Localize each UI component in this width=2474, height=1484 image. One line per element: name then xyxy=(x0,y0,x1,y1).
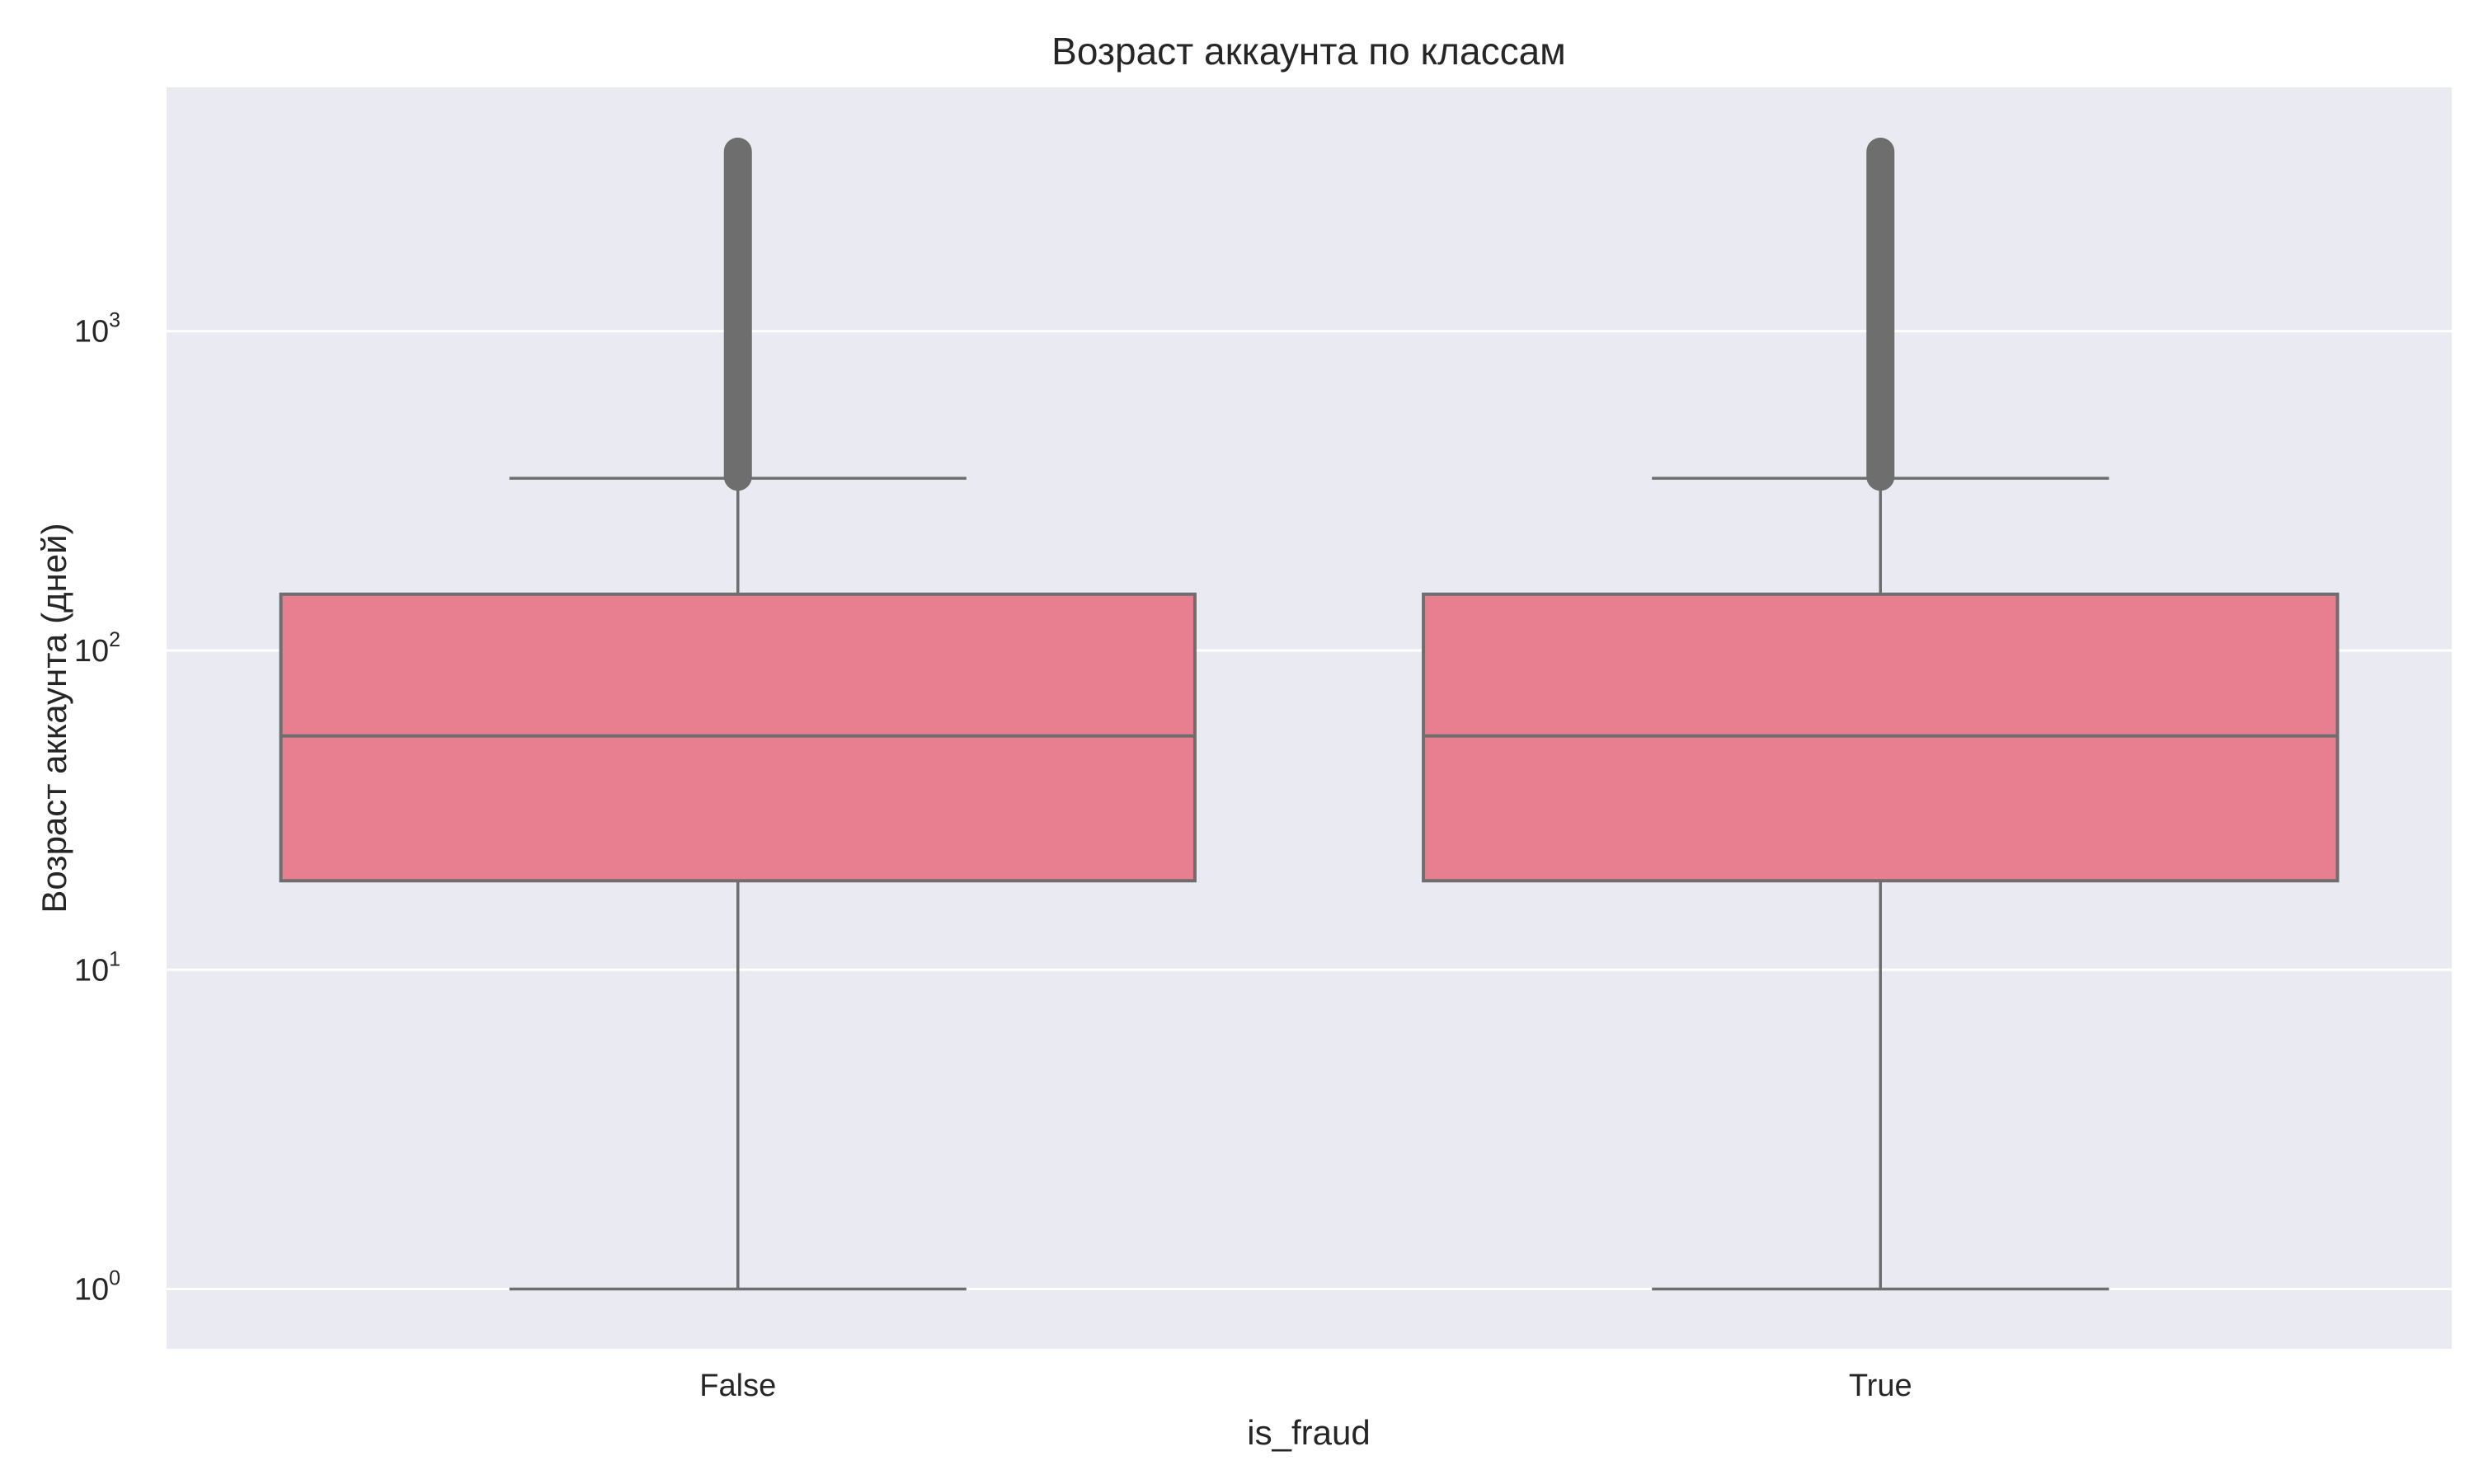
y-tick-exponent: 0 xyxy=(109,1267,120,1290)
y-axis-label: Возраст аккаунта (дней) xyxy=(35,523,73,913)
y-tick-base: 10 xyxy=(74,1273,109,1308)
x-tick-label: False xyxy=(699,1369,776,1403)
x-axis-label: is_fraud xyxy=(1247,1413,1370,1452)
y-tick-label: 103 xyxy=(74,309,120,350)
y-tick-base: 10 xyxy=(74,634,109,669)
x-tick-labels: False True xyxy=(699,1369,1912,1403)
y-tick-label: 102 xyxy=(74,628,120,669)
y-tick-exponent: 2 xyxy=(109,628,120,651)
box-layer xyxy=(279,137,2340,1291)
x-tick-label: True xyxy=(1849,1369,1912,1403)
chart-title: Возраст аккаунта по классам xyxy=(1051,30,1566,73)
y-tick-label: 101 xyxy=(74,947,120,988)
box-group-true xyxy=(1422,137,2340,1291)
y-tick-exponent: 3 xyxy=(109,309,120,332)
box-group-false xyxy=(279,137,1197,1291)
y-tick-base: 10 xyxy=(74,953,109,988)
y-tick-base: 10 xyxy=(74,315,109,350)
y-tick-exponent: 1 xyxy=(109,947,120,970)
y-tick-label: 100 xyxy=(74,1267,120,1308)
